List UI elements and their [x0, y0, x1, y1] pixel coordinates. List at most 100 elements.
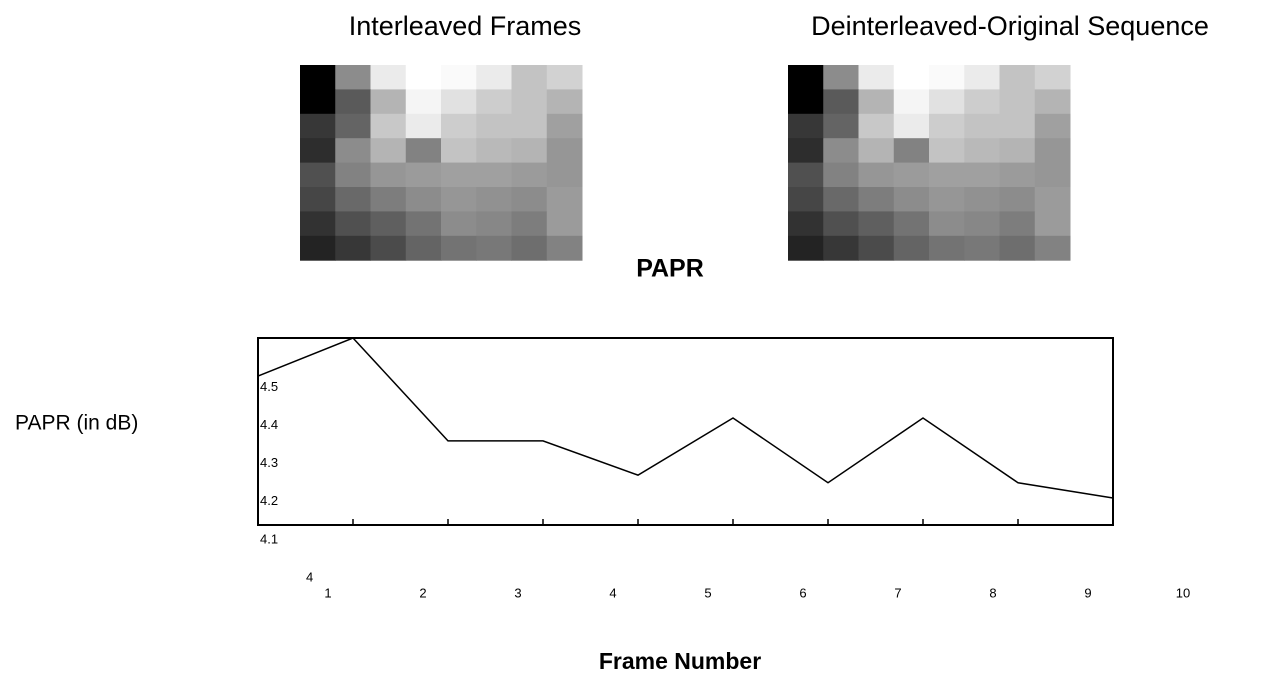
y-tick-label: 4.2: [260, 493, 278, 508]
pixel: [823, 187, 859, 212]
pixel: [823, 114, 859, 139]
pixel: [894, 236, 930, 261]
pixel: [859, 211, 895, 236]
pixel: [476, 138, 512, 163]
pixel: [512, 89, 548, 114]
pixel: [964, 138, 1000, 163]
pixel: [335, 138, 371, 163]
pixel: [929, 89, 965, 114]
pixel: [300, 65, 336, 90]
x-tick-label: 8: [989, 585, 996, 600]
pixel: [335, 89, 371, 114]
pixel: [371, 236, 407, 261]
y-tick-label: 4: [306, 569, 313, 584]
pixel: [894, 138, 930, 163]
plot-frame: [258, 338, 1113, 525]
pixel: [335, 163, 371, 188]
pixel: [1000, 138, 1036, 163]
pixel: [406, 236, 442, 261]
pixel: [788, 89, 824, 114]
pixel: [406, 89, 442, 114]
pixel: [335, 65, 371, 90]
y-tick-label: 4.4: [260, 417, 278, 432]
pixel: [476, 211, 512, 236]
pixel: [406, 211, 442, 236]
pixel: [929, 187, 965, 212]
screen: Interleaved Frames Deinterleaved-Origina…: [0, 0, 1283, 679]
pixel: [441, 163, 477, 188]
pixel: [547, 65, 583, 90]
image-title: Deinterleaved-Original Sequence: [811, 11, 1209, 41]
pixel: [823, 211, 859, 236]
pixel: [441, 65, 477, 90]
pixel: [300, 163, 336, 188]
pixel: [964, 187, 1000, 212]
pixel: [894, 65, 930, 90]
x-tick-label: 9: [1084, 585, 1091, 600]
pixel: [823, 65, 859, 90]
pixel: [929, 138, 965, 163]
pixel: [823, 89, 859, 114]
y-tick-label: 4.5: [260, 379, 278, 394]
pixel: [929, 163, 965, 188]
pixel: [1035, 236, 1071, 261]
image-title: Interleaved Frames: [349, 11, 582, 41]
x-tick-label: 6: [799, 585, 806, 600]
pixel: [441, 114, 477, 139]
y-tick-label: 4.3: [260, 455, 278, 470]
pixel: [300, 138, 336, 163]
pixel: [476, 187, 512, 212]
pixel: [512, 187, 548, 212]
pixel: [300, 89, 336, 114]
pixel: [1035, 114, 1071, 139]
pixel: [547, 89, 583, 114]
pixel: [1035, 163, 1071, 188]
pixel: [823, 163, 859, 188]
x-tick-label: 2: [419, 585, 426, 600]
pixel: [929, 114, 965, 139]
pixel: [547, 138, 583, 163]
pixel: [859, 89, 895, 114]
pixel: [547, 187, 583, 212]
pixel: [512, 114, 548, 139]
pixel: [1035, 89, 1071, 114]
pixel: [859, 163, 895, 188]
pixel: [300, 187, 336, 212]
pixel: [476, 114, 512, 139]
pixel: [964, 236, 1000, 261]
pixel: [894, 114, 930, 139]
x-tick-label: 5: [704, 585, 711, 600]
pixel: [894, 187, 930, 212]
pixel: [300, 211, 336, 236]
pixel: [406, 187, 442, 212]
pixel: [1000, 187, 1036, 212]
chart-title: PAPR: [636, 255, 704, 283]
pixel: [788, 163, 824, 188]
pixel: [964, 211, 1000, 236]
pixel: [406, 65, 442, 90]
pixel: [788, 138, 824, 163]
pixel: [929, 65, 965, 90]
pixel: [894, 163, 930, 188]
pixel: [929, 236, 965, 261]
pixel: [371, 163, 407, 188]
pixel: [371, 187, 407, 212]
pixel: [1035, 65, 1071, 90]
pixel: [859, 236, 895, 261]
pixel: [441, 236, 477, 261]
pixel: [1000, 89, 1036, 114]
pixel: [441, 187, 477, 212]
pixel: [547, 236, 583, 261]
pixel: [1035, 211, 1071, 236]
pixel: [335, 211, 371, 236]
pixel: [371, 65, 407, 90]
pixel: [1000, 163, 1036, 188]
pixel: [441, 211, 477, 236]
pixel: [371, 89, 407, 114]
x-axis-label: Frame Number: [599, 648, 761, 674]
pixel: [1000, 114, 1036, 139]
pixel: [964, 163, 1000, 188]
pixel: [859, 138, 895, 163]
pixel: [371, 114, 407, 139]
pixel: [335, 187, 371, 212]
